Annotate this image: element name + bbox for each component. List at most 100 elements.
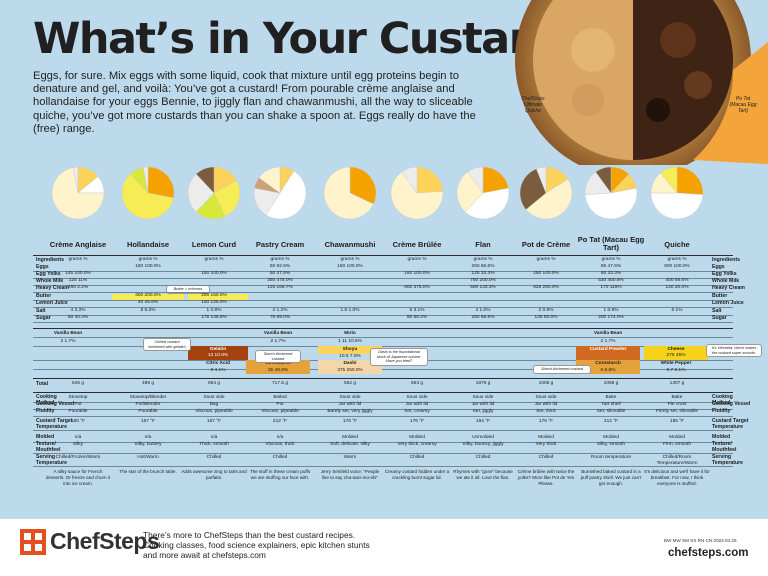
property-cell: Soft, delicate, silky — [330, 442, 370, 447]
pie-slice-lemon-curd-4 — [195, 166, 215, 194]
property-cell: Set, thick — [536, 409, 556, 414]
property-cell: Sous vide — [406, 395, 428, 400]
description-6: Rhymes with “gone” because we ate it all… — [453, 469, 513, 480]
property-divider — [33, 402, 733, 403]
pie-slice-pot-de-creme-1 — [525, 178, 573, 220]
quiche-caption: ChefSteps Ultimate Quiche — [521, 96, 545, 114]
ingredient-cell: 125 33.3% — [471, 271, 495, 276]
property-divider — [33, 416, 733, 417]
property-cell: Thick, smooth — [199, 442, 229, 447]
ingredient-cell: 2 1.2% — [272, 308, 288, 313]
property-cell: Hot/Warm — [137, 455, 159, 460]
column-header-6: Flan — [475, 240, 491, 249]
property-cell: n/a — [144, 435, 152, 440]
dashi-value: 375 250.0% — [337, 368, 363, 373]
pie-slice-quiche-1 — [650, 192, 704, 220]
potat-cornstarch-band — [576, 360, 640, 374]
property-cell: n/a — [210, 435, 218, 440]
potat-cornstarch-value: 6 6.6% — [600, 368, 616, 373]
starch-note-2: Starch-thickened custard — [533, 365, 591, 374]
ingredient-cell: 1 0.8% — [206, 308, 222, 313]
total-cell: 546 g — [71, 381, 84, 386]
ingredient-cell: 250 66.6% — [471, 264, 495, 269]
pie-slice-hollandaise-0 — [147, 166, 175, 199]
ingredient-cell: 8 5.3% — [140, 308, 156, 313]
property-cell: Chilled — [409, 455, 425, 460]
website-link[interactable]: chefsteps.com — [668, 547, 749, 559]
ingredient-cell: 1 0.9% — [603, 308, 619, 313]
unit-label: grams % — [667, 257, 687, 262]
total-cell: 552 g — [343, 381, 356, 386]
property-cell: Stovetop — [68, 395, 88, 400]
row-label-right: Eggs — [712, 264, 725, 270]
row-label-right: Salt — [712, 308, 722, 314]
column-header-2: Lemon Curd — [191, 240, 237, 249]
custard-powder-label: Custard Powder — [589, 347, 627, 352]
ingredient-cell: 600 100.0% — [664, 264, 690, 269]
pie-slice-hollandaise-1 — [121, 173, 174, 220]
ingredient-cell: 600 375.0% — [404, 285, 430, 290]
property-label-left: Texture/ Mouthfeel — [36, 441, 61, 453]
ingredient-cell: 350 475.0% — [267, 278, 293, 283]
row-label-left: Lemon Juice — [36, 300, 68, 306]
dashi-band — [318, 360, 382, 374]
ingredient-cell: 750 200.0% — [470, 278, 496, 283]
property-cell: Pourable — [68, 409, 88, 414]
property-cell: 176 °F — [342, 419, 358, 424]
pie-slice-quiche-3 — [660, 166, 678, 194]
totals-rule — [33, 378, 733, 379]
property-divider — [33, 466, 733, 467]
vanilla-label: Vanilla Bean — [53, 331, 83, 336]
chefsteps-logo-text: ChefSteps — [50, 528, 160, 554]
pie-slice-pastry-cream-1 — [265, 170, 307, 220]
extras-rule — [33, 328, 733, 329]
page-title: What’s in Your Custard? — [33, 14, 583, 64]
ingredient-cell: 250 100.0% — [533, 271, 559, 276]
ingredient-cell: 60 33.3% — [600, 271, 622, 276]
unit-label: grams % — [68, 257, 88, 262]
row-label-left: Whole Milk — [36, 278, 64, 284]
property-cell: Silky, bouncy, jiggly — [462, 442, 504, 447]
property-cell: Silky, buttery — [134, 442, 162, 447]
property-cell: Jar with lid — [471, 402, 495, 407]
citric-label: Citric Acid — [206, 361, 230, 366]
row-label-right: Heavy Cream — [712, 285, 745, 291]
property-cell: Silky, smooth — [596, 442, 626, 447]
row-label-right: Lemon Juice — [712, 300, 744, 306]
unit-label: grams % — [204, 257, 224, 262]
dashi-label: Dashi — [343, 361, 357, 366]
starch-note: Starch-thickened custard — [255, 350, 301, 364]
mirin-label: Mirin — [344, 331, 356, 336]
ingredient-cell: 625 250.0% — [533, 285, 559, 290]
ingredient-cell: 90 56.2% — [406, 315, 428, 320]
pie-group — [51, 166, 704, 220]
totals-label: Total — [36, 381, 49, 387]
unit-label: grams % — [536, 257, 556, 262]
property-cell: 176 °F — [538, 419, 554, 424]
property-label-right: Fluidity — [712, 408, 731, 414]
vanilla-value: 2 1.7% — [60, 339, 76, 344]
property-divider — [33, 453, 733, 454]
pie-slice-po-tat-4 — [595, 166, 612, 194]
footer-line-1: There’s more to ChefSteps than the best … — [143, 530, 356, 540]
property-cell: Very thick — [535, 442, 557, 447]
cornstarch-label: Cornstarch — [265, 361, 291, 366]
property-cell: 212 °F — [272, 419, 288, 424]
total-cell: 1005 g — [538, 381, 554, 386]
row-label-left: Ingredients — [36, 257, 64, 263]
property-cell: Set, sliceable — [596, 409, 626, 414]
ingredient-cell: 40 26.6% — [137, 300, 159, 305]
shoyu-label: Shoyu — [342, 347, 358, 352]
cheese-value: 275 45% — [666, 353, 686, 358]
ingredient-cell: 6 1% — [671, 308, 683, 313]
pie-slice-po-tat-2 — [584, 187, 638, 220]
row-label-left: Sugar — [36, 315, 51, 321]
unit-label: grams % — [407, 257, 427, 262]
pie-slice-pot-de-creme-3 — [536, 166, 547, 194]
property-cell: Pot/Blender — [135, 402, 161, 407]
ingredient-cell: 250 2.2% — [67, 285, 89, 290]
description-7: Crème brûlée with twice the yolks? More … — [517, 469, 575, 486]
property-cell: Pourable — [138, 409, 158, 414]
ingredient-cell: 50 37.5% — [269, 271, 291, 276]
property-cell: Unmolded — [472, 435, 494, 440]
